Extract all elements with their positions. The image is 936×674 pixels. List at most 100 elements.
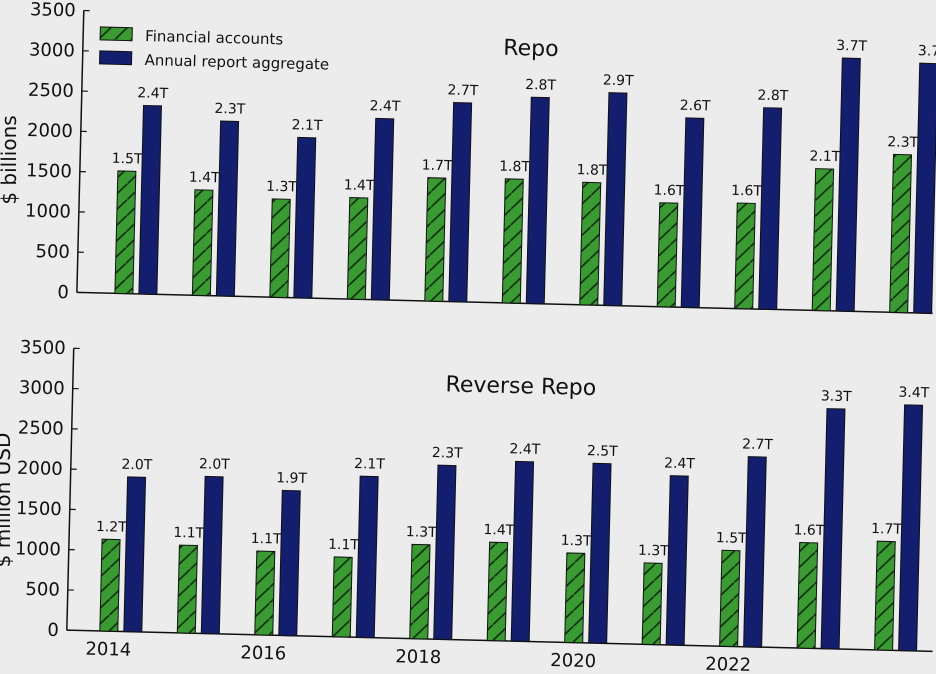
bar-financial-accounts-2019 — [486, 541, 509, 642]
bar-annual-report-aggregate-2019 — [510, 460, 535, 642]
repo-chart-panel: Repo Financial accounts Annual report ag… — [25, 0, 936, 315]
bar-financial-accounts-2020 — [579, 181, 602, 306]
bar-value-label: 2.6T — [680, 98, 712, 115]
bar-value-label: 2.4T — [137, 85, 169, 102]
bar-value-label: 2.9T — [603, 73, 635, 90]
bar-financial-accounts-2015 — [191, 189, 214, 297]
y-tick-label: 2500 — [28, 80, 74, 102]
bar-annual-report-aggregate-2015 — [215, 120, 240, 297]
bar-value-label: 1.1T — [328, 537, 360, 554]
bar-value-label: 1.5T — [716, 530, 748, 547]
y-tick-label: 1500 — [16, 498, 62, 520]
bar-value-label: 2.1T — [809, 148, 841, 165]
bar-value-label: 2.3T — [432, 445, 464, 462]
bar-financial-accounts-2015 — [176, 544, 198, 634]
y-axis-label-repo: $ billions — [0, 115, 21, 204]
bar-value-label: 2.4T — [664, 456, 696, 473]
bar-value-label: 1.3T — [561, 533, 593, 550]
bar-value-label: 2.7T — [742, 436, 774, 453]
y-tick-label: 0 — [57, 282, 69, 303]
bar-value-label: 2.3T — [887, 134, 919, 151]
y-tick-label: 2500 — [18, 418, 64, 440]
bar-annual-report-aggregate-2021 — [665, 475, 689, 646]
reverse-repo-chart-panel: Reverse Repo 0 500 1000 1500 2000 2500 3000 350… — [15, 337, 933, 674]
legend-swatch-annual-report-aggregate — [98, 50, 133, 66]
bar-financial-accounts-2016 — [254, 550, 276, 636]
bar-value-label: 2.0T — [121, 457, 153, 474]
bar-annual-report-aggregate-2023 — [820, 408, 846, 650]
bar-annual-report-aggregate-2016 — [278, 489, 301, 637]
bar-value-label: 1.3T — [638, 543, 670, 560]
bar-annual-report-aggregate-2017 — [370, 117, 395, 301]
bar-annual-report-aggregate-2018 — [433, 464, 457, 641]
bar-value-label: 2.7T — [447, 82, 479, 99]
y-tick-label: 3500 — [30, 0, 76, 21]
bar-financial-accounts-2023 — [811, 168, 835, 312]
legend-swatch-financial-accounts — [99, 26, 133, 42]
legend-label-financial-accounts: Financial accounts — [145, 27, 284, 48]
bar-financial-accounts-2014 — [114, 170, 137, 295]
bar-annual-report-aggregate-2023 — [835, 57, 861, 312]
bar-value-label: 3.4T — [898, 385, 930, 402]
x-tick-label: 2022 — [705, 654, 751, 674]
bar-annual-report-aggregate-2024 — [913, 62, 936, 314]
bar-financial-accounts-2021 — [656, 202, 679, 308]
y-tick-label: 1000 — [15, 538, 61, 560]
bar-annual-report-aggregate-2020 — [603, 92, 628, 307]
bar-value-label: 3.3T — [821, 388, 853, 405]
bar-value-label: 2.4T — [369, 98, 401, 115]
bar-value-label: 2.4T — [509, 441, 541, 458]
bar-annual-report-aggregate-2016 — [293, 136, 317, 299]
bar-annual-report-aggregate-2014 — [123, 476, 147, 633]
x-tick-label: 2014 — [85, 639, 131, 661]
bar-value-label: 2.8T — [757, 88, 789, 105]
y-axis-label-reverse-repo: $ million USD — [0, 433, 15, 568]
bar-financial-accounts-2020 — [564, 552, 586, 644]
bar-value-label: 2.5T — [587, 443, 619, 460]
bar-financial-accounts-2019 — [501, 178, 524, 304]
bar-annual-report-aggregate-2022 — [743, 456, 767, 648]
bar-financial-accounts-2016 — [269, 198, 291, 299]
bar-value-label: 2.0T — [199, 456, 231, 473]
bar-value-label: 1.3T — [406, 524, 438, 541]
bar-value-label: 2.8T — [525, 77, 557, 94]
bar-value-label: 1.7T — [421, 158, 453, 175]
bar-annual-report-aggregate-2014 — [138, 104, 162, 295]
bar-value-label: 1.1T — [173, 525, 205, 542]
bar-annual-report-aggregate-2022 — [758, 107, 783, 311]
chart-title-repo: Repo — [503, 36, 559, 62]
bar-financial-accounts-2018 — [409, 543, 431, 640]
bar-value-label: 1.8T — [576, 162, 608, 179]
y-tick-label: 500 — [25, 579, 60, 601]
bar-annual-report-aggregate-2018 — [448, 102, 473, 303]
bar-value-label: 3.7 — [918, 43, 936, 60]
bar-value-label: 1.1T — [250, 531, 282, 548]
bar-annual-report-aggregate-2024 — [898, 404, 924, 652]
legend-label-annual-report-aggregate: Annual report aggregate — [144, 51, 329, 74]
x-tick-label: 2020 — [550, 650, 596, 672]
bar-value-label: 2.3T — [214, 101, 246, 118]
bar-annual-report-aggregate-2015 — [200, 475, 224, 635]
bar-financial-accounts-2024 — [889, 153, 913, 314]
y-tick-label: 1500 — [26, 160, 72, 182]
y-tick-label: 3500 — [20, 337, 66, 359]
bar-financial-accounts-2022 — [734, 202, 756, 310]
bar-financial-accounts-2024 — [874, 540, 896, 651]
bar-value-label: 1.9T — [276, 470, 308, 487]
bar-value-label: 1.4T — [343, 177, 375, 194]
bar-annual-report-aggregate-2021 — [680, 117, 705, 309]
bar-financial-accounts-2017 — [331, 556, 353, 638]
bar-value-label: 1.4T — [189, 170, 221, 187]
y-tick-label: 0 — [47, 620, 59, 641]
bar-annual-report-aggregate-2020 — [588, 462, 612, 644]
bar-financial-accounts-2022 — [719, 549, 741, 648]
chart-title-reverse-repo: Reverse Repo — [445, 372, 596, 401]
x-tick-label: 2018 — [395, 646, 441, 668]
x-tick-label: 2016 — [240, 642, 286, 664]
y-tick-label: 1000 — [25, 201, 71, 223]
bar-value-label: 1.6T — [731, 183, 763, 200]
chart-legend: Financial accounts Annual report aggrega… — [98, 26, 329, 74]
bar-value-label: 1.7T — [871, 521, 903, 538]
bar-annual-report-aggregate-2017 — [355, 475, 379, 639]
